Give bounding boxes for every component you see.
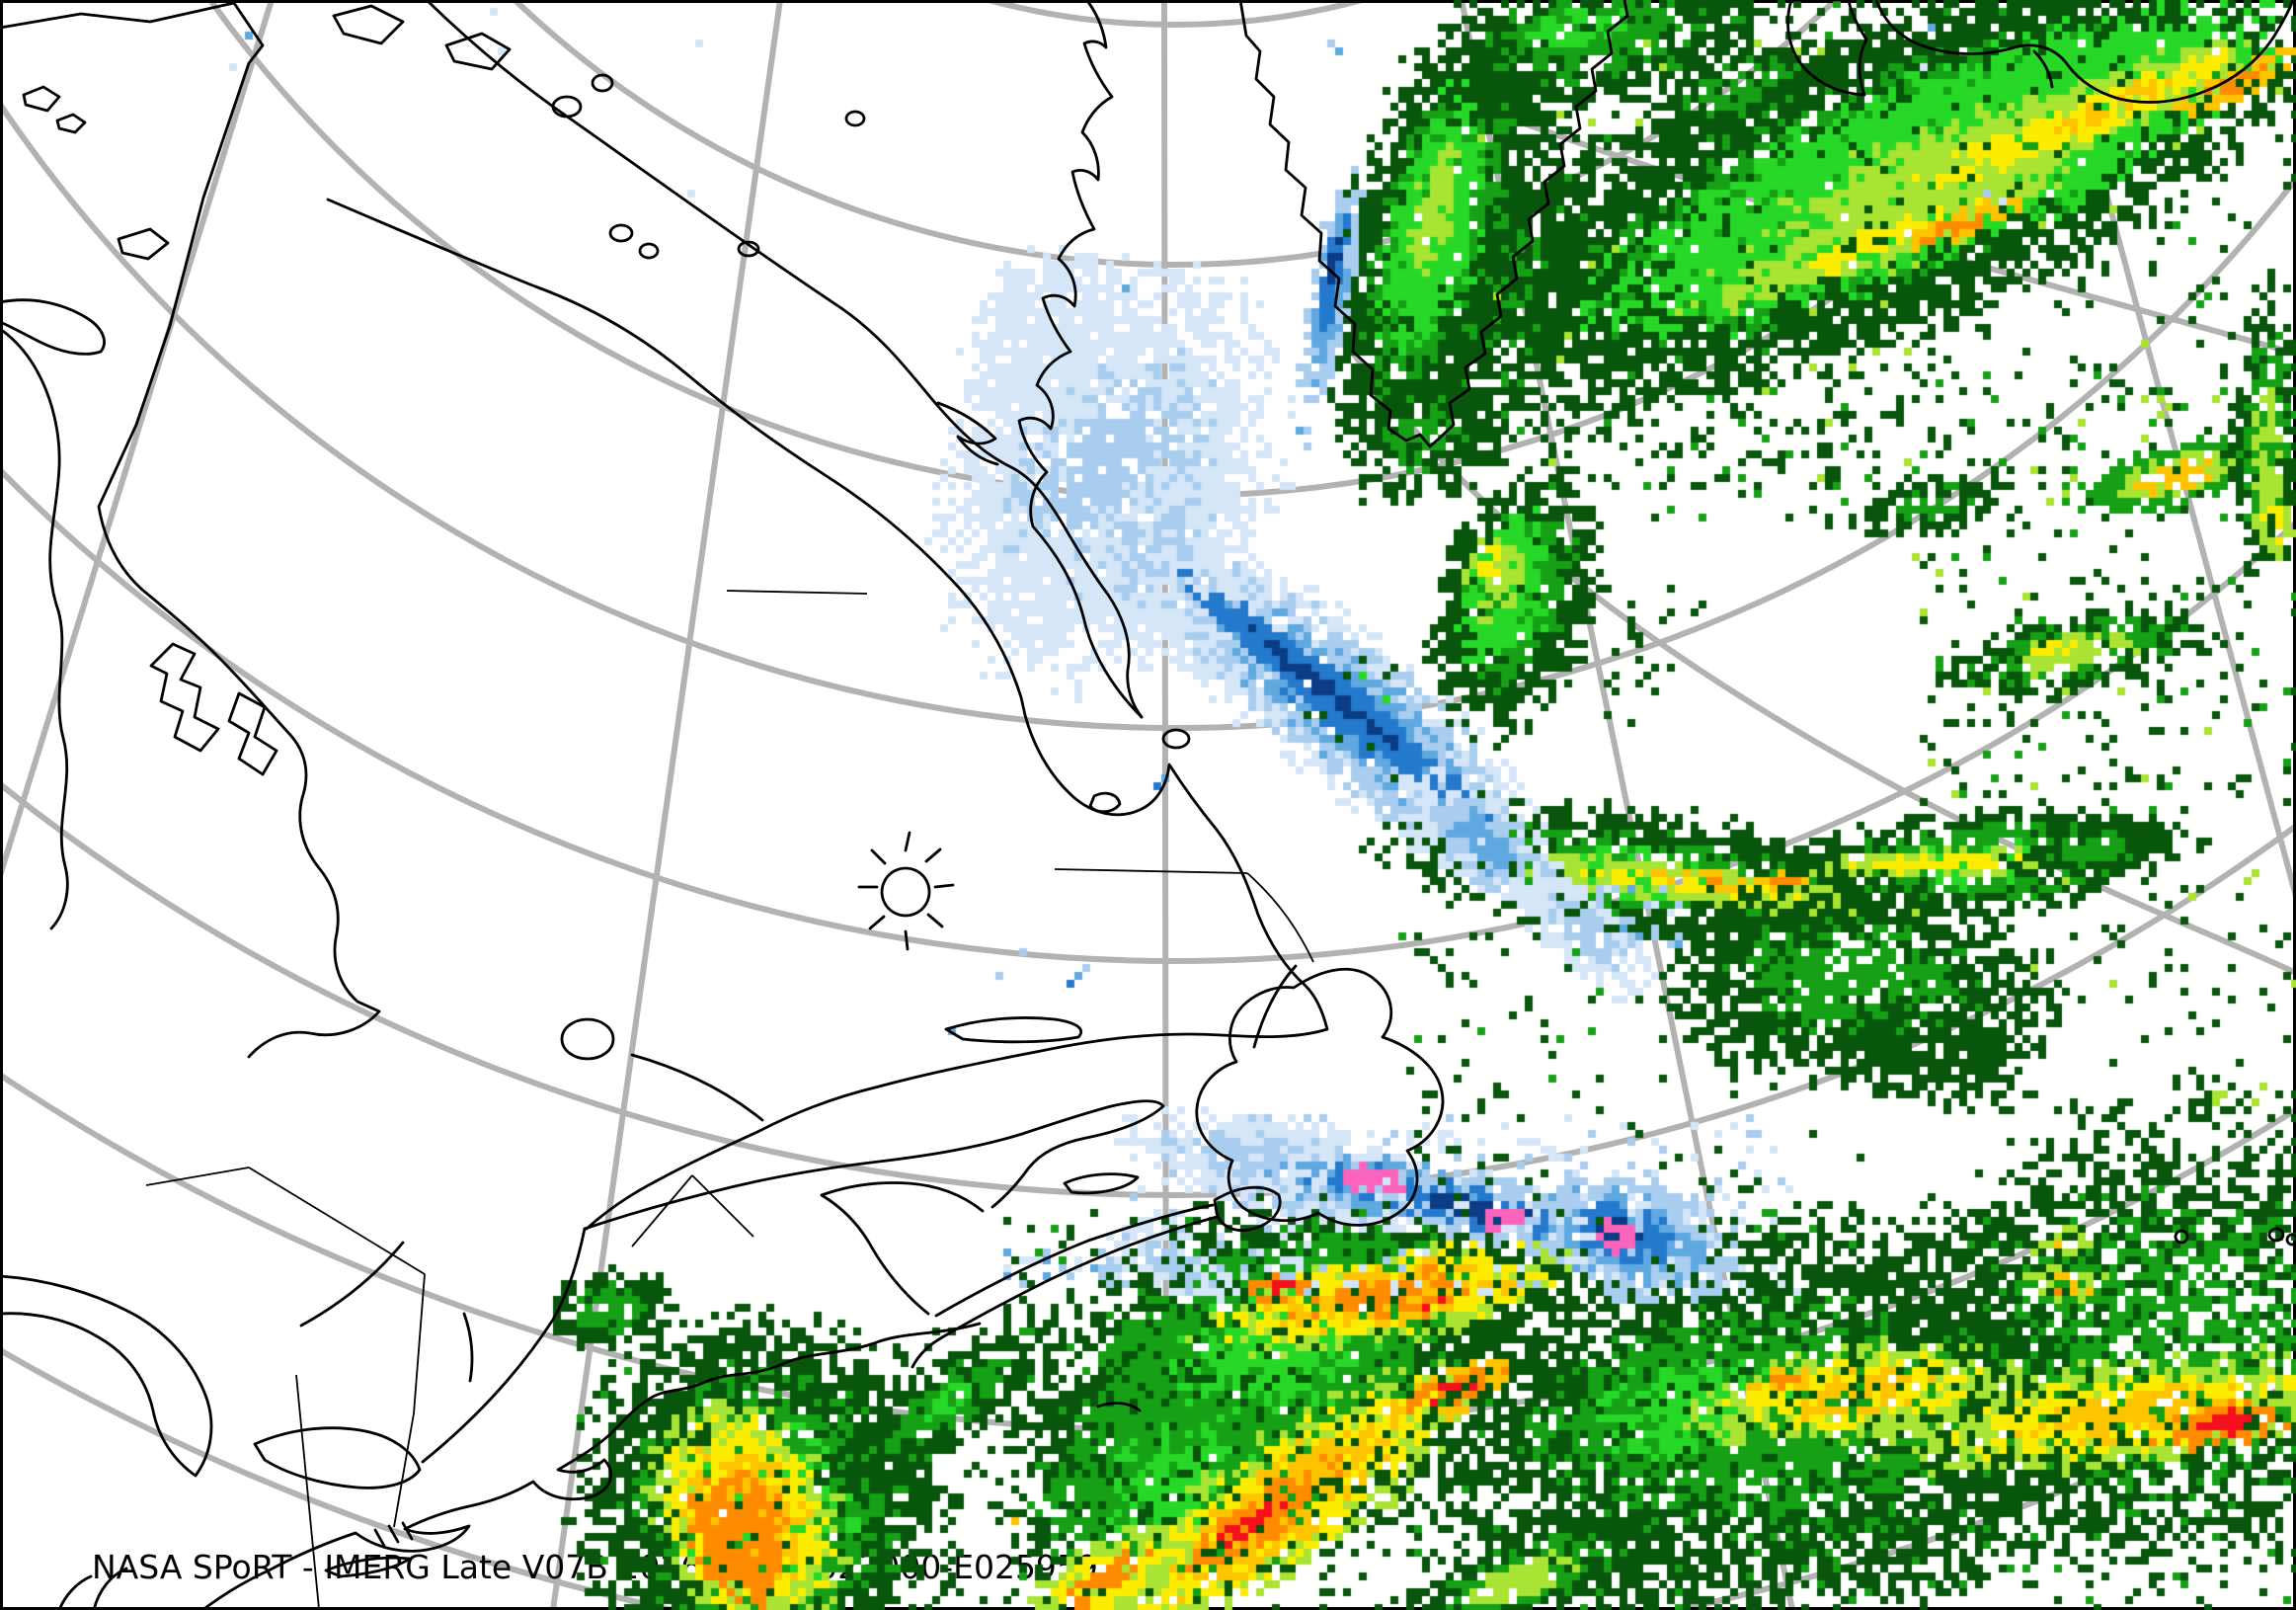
coastline-path: [444, 32, 512, 71]
coastline-path: [462, 1312, 474, 1383]
coastline-path: [737, 240, 760, 258]
coastline-path: [0, 327, 69, 930]
coastline-path: [0, 298, 106, 356]
coastline-path: [22, 85, 61, 113]
coastline-path: [117, 227, 170, 261]
coastline-path: [934, 1203, 1215, 1318]
coastline-path: [880, 866, 931, 918]
coastline-path: [57, 1567, 128, 1610]
coastline-path: [1017, 0, 1144, 719]
coastline-path: [1096, 1402, 1142, 1412]
coastline-path: [0, 1, 381, 1059]
coastline-path: [1786, 0, 1868, 97]
coastline-path: [0, 1312, 198, 1478]
coastline-path: [910, 1215, 1219, 1369]
coastline-path: [591, 73, 614, 93]
coastline-path: [326, 198, 1329, 1231]
coastline-path: [1063, 1172, 1140, 1195]
coastline-path: [1252, 964, 1298, 1049]
coastline-path: [820, 1193, 930, 1316]
coastline-path: [944, 1016, 1083, 1044]
coastline-path: [2285, 1233, 2296, 1247]
coastline-path: [0, 1274, 213, 1478]
coastline-path: [1238, 0, 1439, 448]
coastline-path: [936, 401, 999, 466]
coastline-path: [630, 1053, 764, 1122]
coastline-path: [1435, 0, 1629, 443]
coastline-path: [149, 642, 220, 753]
coastline-path: [2032, 49, 2054, 89]
coastline-path: [608, 223, 634, 243]
coastline-path: [857, 831, 955, 951]
coastline-path: [1213, 1185, 1282, 1233]
coastline-path: [332, 4, 405, 45]
coastline-path: [200, 1322, 982, 1610]
coastline-path: [55, 113, 87, 134]
coastline-path: [638, 242, 660, 260]
coastline-path: [583, 1099, 1165, 1231]
coastline-path: [324, 1556, 412, 1578]
coastline-path: [820, 1181, 985, 1213]
coastline-path: [551, 95, 583, 119]
coastline-path: [2174, 1229, 2189, 1245]
coastline-path: [1088, 791, 1122, 814]
coastline-path: [253, 1426, 422, 1489]
coastline-path: [1195, 967, 1445, 1227]
coastline-path: [844, 110, 866, 127]
coastline-path: [421, 1227, 587, 1464]
coastline-path: [299, 1241, 405, 1328]
coastline-path: [425, 0, 1144, 719]
coastline-path: [1874, 0, 2295, 104]
coastline-path: [1161, 728, 1191, 750]
coastline-path: [2267, 1227, 2285, 1243]
coastline-path: [373, 1521, 414, 1548]
coastline-path: [560, 1017, 615, 1061]
coastline-path: [227, 691, 278, 776]
